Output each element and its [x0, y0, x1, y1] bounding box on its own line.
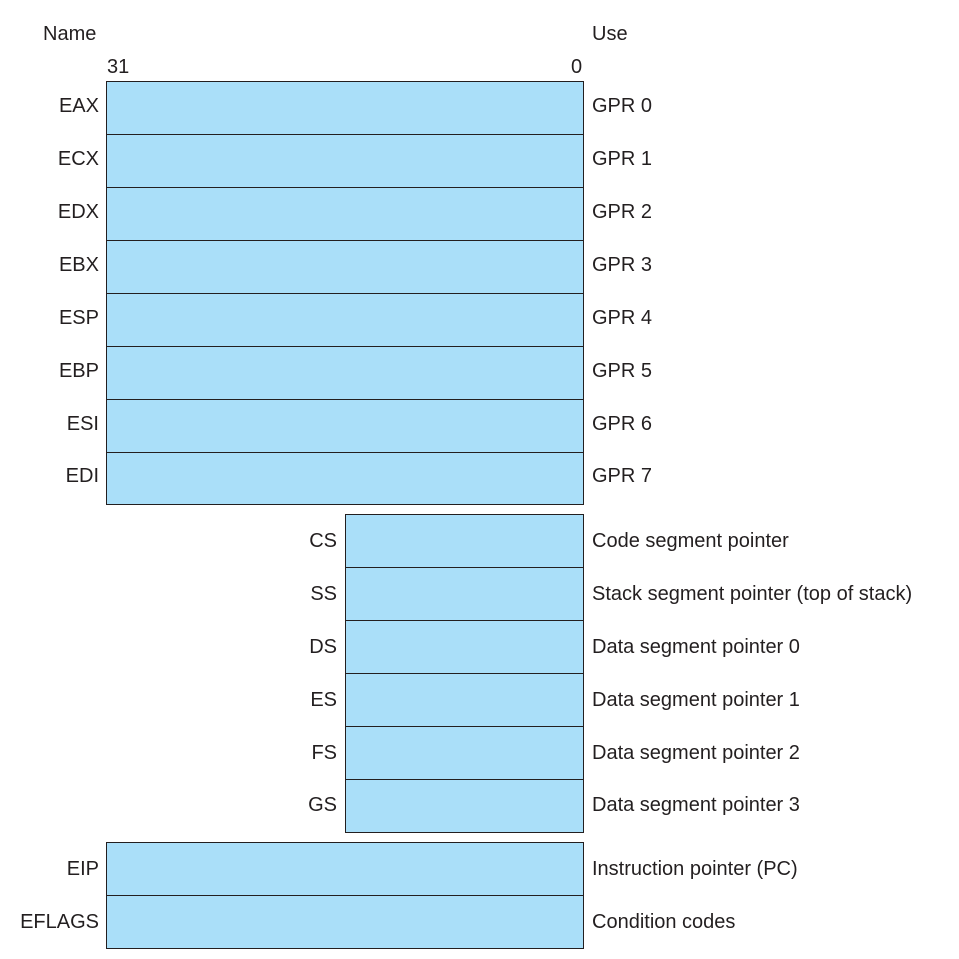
register-use-cs: Code segment pointer [592, 530, 789, 552]
register-use-ebp: GPR 5 [592, 360, 653, 382]
register-box-ebx [106, 240, 584, 294]
register-name-edi: EDI [65, 465, 99, 487]
register-box-fs [345, 726, 584, 780]
register-name-ecx: ECX [57, 148, 99, 170]
register-name-eip: EIP [66, 858, 99, 880]
register-box-cs [345, 514, 584, 568]
register-name-esp: ESP [58, 307, 99, 329]
register-use-edx: GPR 2 [592, 201, 653, 223]
register-box-ss [345, 567, 584, 621]
register-box-eflags [106, 895, 584, 949]
register-box-edi [106, 452, 584, 505]
register-name-eflags: EFLAGS [20, 911, 99, 933]
register-name-cs: CS [309, 530, 337, 552]
register-box-ds [345, 620, 584, 674]
register-box-ecx [106, 134, 584, 188]
register-use-eip: Instruction pointer (PC) [592, 858, 798, 880]
register-use-ecx: GPR 1 [592, 148, 653, 170]
use-column-header: Use [592, 23, 628, 45]
bit-0-label: 0 [571, 56, 583, 78]
register-name-fs: FS [311, 742, 337, 764]
register-name-ss: SS [310, 583, 337, 605]
register-use-gs: Data segment pointer 3 [592, 794, 800, 816]
register-use-ds: Data segment pointer 0 [592, 636, 800, 658]
register-box-gs [345, 779, 584, 833]
register-name-ebp: EBP [58, 360, 99, 382]
register-box-esp [106, 293, 584, 347]
register-box-eax [106, 81, 584, 135]
register-name-gs: GS [308, 794, 337, 816]
register-box-ebp [106, 346, 584, 400]
register-name-edx: EDX [57, 201, 99, 223]
register-box-esi [106, 399, 584, 453]
name-column-header: Name [43, 23, 97, 45]
register-box-eip [106, 842, 584, 896]
register-name-ebx: EBX [58, 254, 99, 276]
register-name-ds: DS [309, 636, 337, 658]
register-box-edx [106, 187, 584, 241]
register-use-eax: GPR 0 [592, 95, 653, 117]
register-use-es: Data segment pointer 1 [592, 689, 800, 711]
register-use-fs: Data segment pointer 2 [592, 742, 800, 764]
register-use-eflags: Condition codes [592, 911, 736, 933]
bit-31-label: 31 [107, 56, 130, 78]
register-use-esp: GPR 4 [592, 307, 653, 329]
register-use-edi: GPR 7 [592, 465, 653, 487]
register-use-esi: GPR 6 [592, 413, 653, 435]
register-name-es: ES [310, 689, 337, 711]
register-name-esi: ESI [66, 413, 99, 435]
register-box-es [345, 673, 584, 727]
register-use-ebx: GPR 3 [592, 254, 653, 276]
register-use-ss: Stack segment pointer (top of stack) [592, 583, 913, 605]
register-name-eax: EAX [58, 95, 99, 117]
